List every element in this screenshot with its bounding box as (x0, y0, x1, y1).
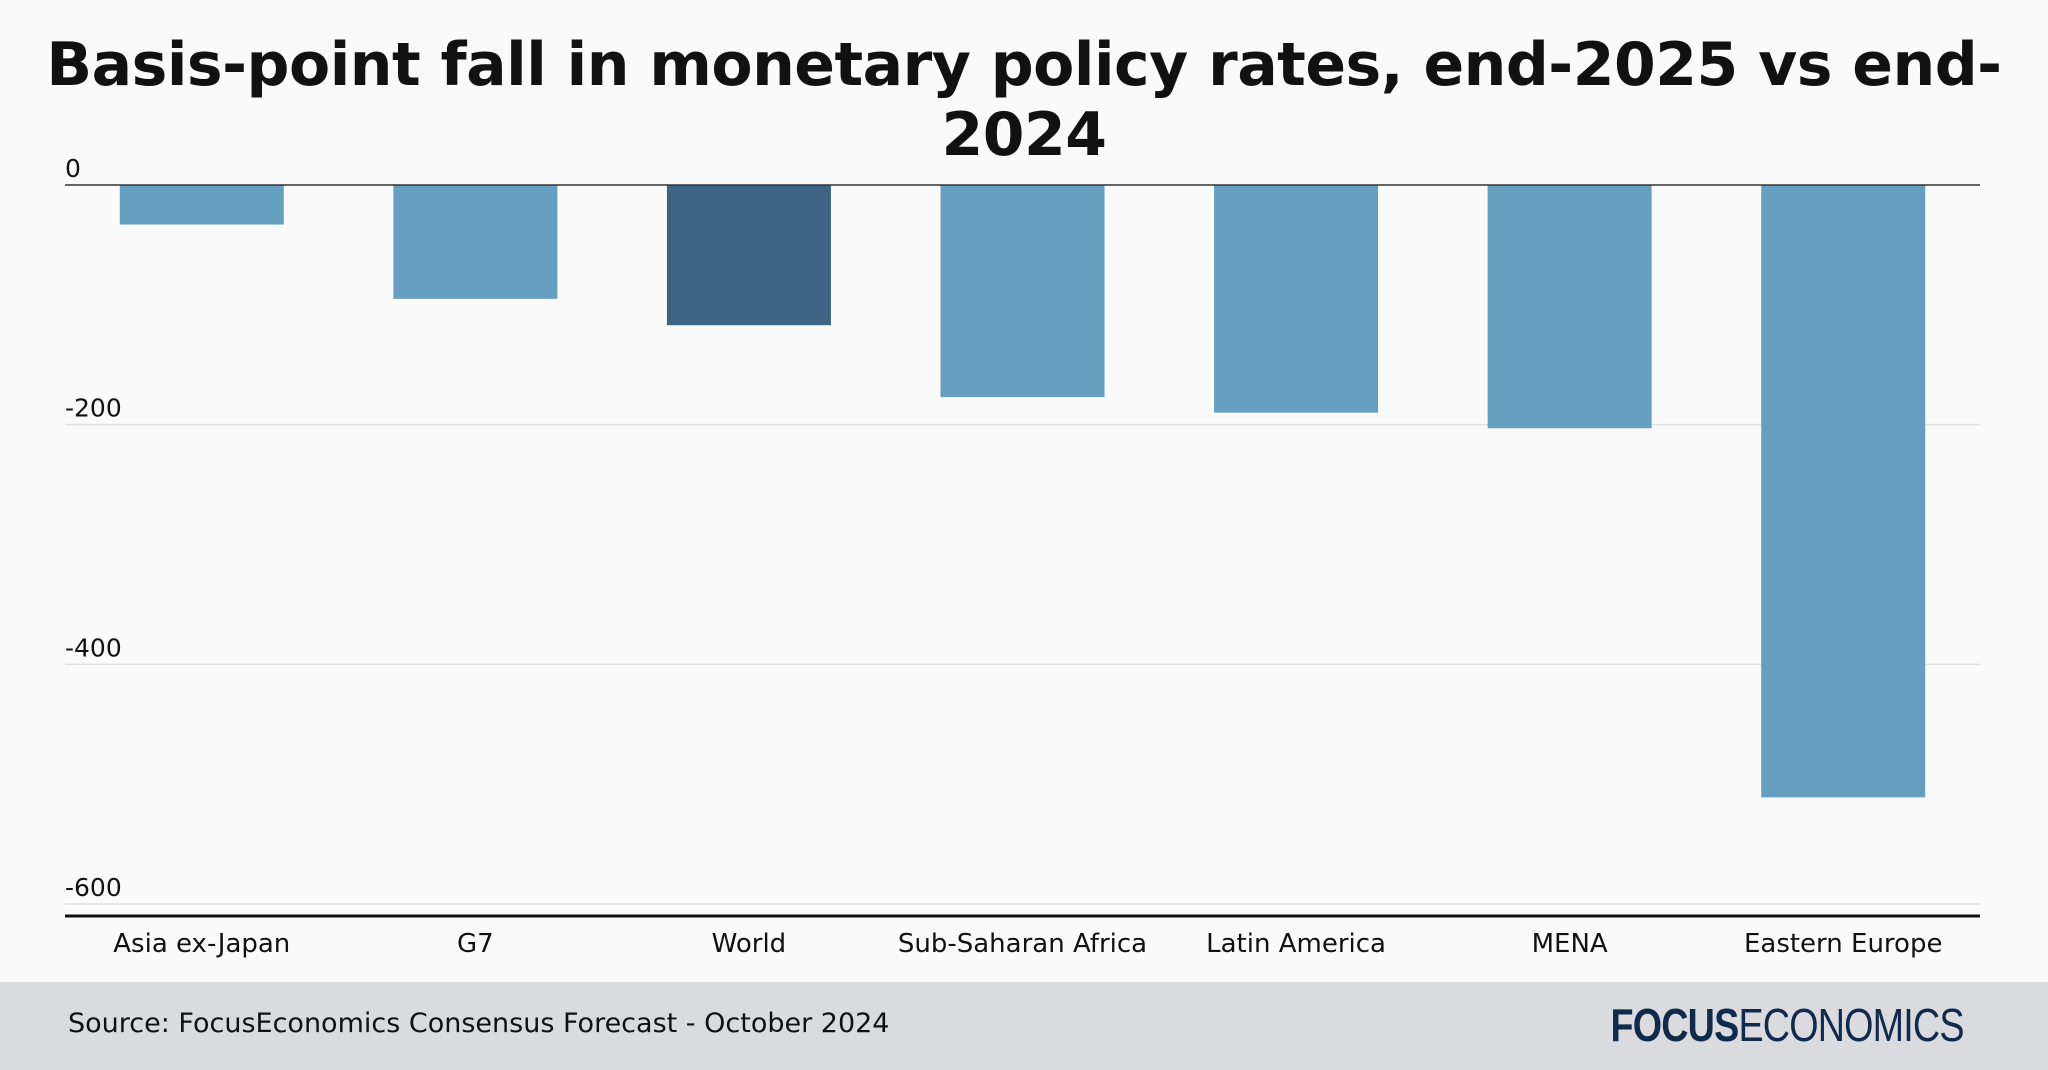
x-tick-label: Asia ex-Japan (113, 929, 290, 959)
brand-logo-bold: FOCUS (1610, 999, 1740, 1051)
x-tick-label: Eastern Europe (1744, 929, 1943, 959)
y-tick-label: -200 (65, 394, 122, 423)
footer: Source: FocusEconomics Consensus Forecas… (0, 982, 2048, 1070)
brand-logo: FOCUSECONOMICS (1610, 998, 1965, 1052)
y-axis-ticks: 0 -200 -400 -600 (65, 154, 122, 902)
x-tick-label: World (712, 929, 787, 959)
brand-logo-light: ECONOMICS (1738, 999, 1965, 1051)
bar (1761, 185, 1926, 798)
y-tick-label: 0 (65, 154, 81, 183)
bar (940, 185, 1105, 398)
bar-chart: 0 -200 -400 -600 Asia ex-Japan G7 World Sub-Sa… (65, 154, 1980, 959)
bar (666, 185, 831, 326)
bars (119, 185, 1926, 798)
y-tick-label: -600 (65, 873, 122, 902)
bar (1214, 185, 1379, 413)
x-tick-label: G7 (457, 929, 494, 959)
x-tick-label: MENA (1532, 929, 1608, 959)
x-axis-ticks: Asia ex-Japan G7 World Sub-Saharan Africa La… (113, 929, 1942, 959)
y-tick-label: -400 (65, 633, 122, 662)
bar (119, 185, 284, 225)
x-tick-label: Sub-Saharan Africa (898, 929, 1147, 959)
bar (1487, 185, 1652, 429)
bar (393, 185, 558, 299)
gridlines (65, 423, 1980, 905)
source-note: Source: FocusEconomics Consensus Forecas… (68, 1008, 890, 1039)
chart-title: Basis-point fall in monetary policy rate… (46, 30, 2002, 170)
x-tick-label: Latin America (1206, 929, 1386, 959)
